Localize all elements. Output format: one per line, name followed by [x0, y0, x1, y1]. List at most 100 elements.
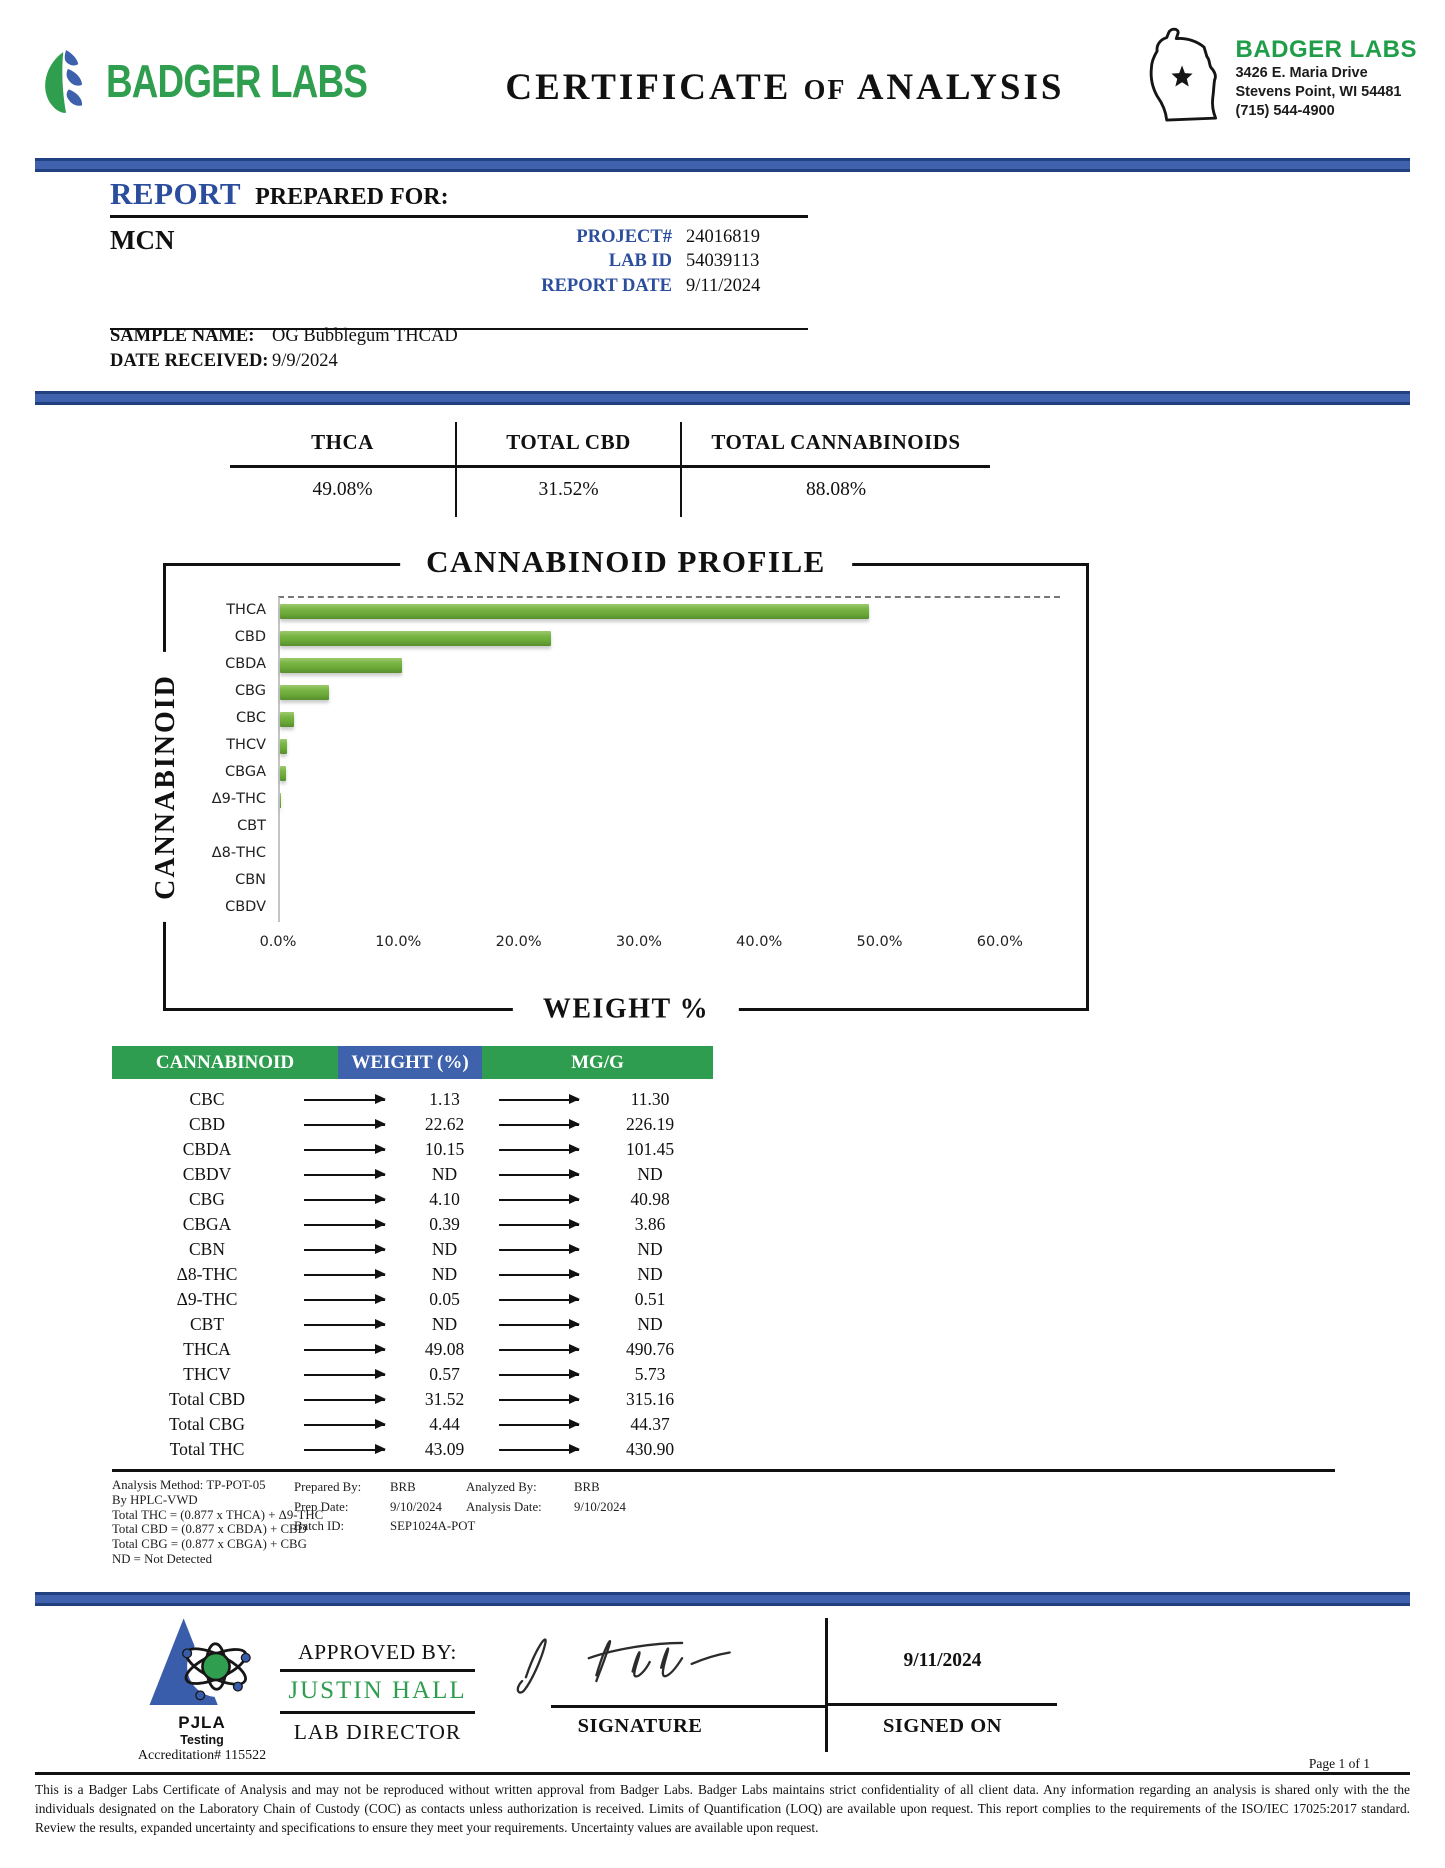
cannabinoid-name: CBC [189, 1089, 225, 1109]
weight-percent-value: 10.15 [424, 1139, 465, 1159]
header: BADGER LABS CERTIFICATE OF ANALYSIS BADG… [38, 22, 1417, 126]
arrow-icon [304, 1319, 385, 1330]
report-field-label: LAB ID [608, 251, 672, 272]
chart-bar [280, 658, 402, 673]
prepared-for-label: PREPARED FOR: [255, 184, 449, 210]
arrow-icon [304, 1369, 385, 1380]
cannabinoid-name: CBDV [182, 1164, 232, 1184]
chart-bar-row [280, 733, 1060, 760]
sample-name-row: SAMPLE NAME: OG Bubblegum THCAD [110, 324, 458, 349]
results-table-header: CANNABINOID WEIGHT (%) MG/G [112, 1046, 713, 1079]
results-row: CBT ND ND [112, 1312, 713, 1337]
weight-percent-value: 0.39 [429, 1214, 460, 1234]
handwritten-signature [516, 1638, 731, 1694]
signature-label: SIGNATURE [577, 1715, 703, 1737]
weight-percent-value: ND [431, 1264, 458, 1284]
divider-banner-2 [35, 391, 1410, 405]
summary-table: THCA TOTAL CBD TOTAL CANNABINOIDS 49.08% 31.… [230, 422, 990, 517]
chart-title: CANNABINOID PROFILE [400, 544, 852, 580]
title-word-1: CERTIFICATE [505, 67, 792, 108]
arrow-icon [498, 1119, 580, 1130]
page-title: CERTIFICATE OF ANALYSIS [432, 66, 1137, 109]
footer-rule [35, 1772, 1410, 1775]
weight-percent-value: 43.09 [424, 1439, 465, 1459]
chart-category-label: Δ8-THC [211, 844, 266, 861]
results-row: THCA 49.08 490.76 [112, 1337, 713, 1362]
weight-percent-value: 1.13 [429, 1089, 460, 1109]
footnote-label: Analysis Date: [466, 1499, 542, 1514]
arrow-icon [498, 1194, 580, 1205]
arrow-icon [304, 1269, 385, 1280]
chart-category-label: CBG [234, 682, 266, 699]
results-row: CBDV ND ND [112, 1162, 713, 1187]
title-word-2: ANALYSIS [856, 67, 1065, 108]
footnote-value: BRB [390, 1480, 416, 1494]
chart-category-label: CBDV [225, 898, 266, 915]
results-column-header: MG/G [482, 1046, 713, 1079]
results-column-header: WEIGHT (%) [338, 1046, 482, 1079]
mg-per-g-value: ND [637, 1264, 663, 1284]
arrow-icon [304, 1219, 385, 1230]
cannabinoid-name: THCA [183, 1339, 231, 1359]
report-field-value: 54039113 [686, 251, 760, 272]
results-row: Total THC 43.09 430.90 [112, 1437, 713, 1462]
report-section-heading: REPORT PREPARED FOR: [110, 176, 808, 218]
date-received-row: DATE RECEIVED: 9/9/2024 [110, 349, 458, 374]
arrow-icon [304, 1419, 385, 1430]
chart-category-label: CBN [235, 871, 266, 888]
chart-bar-row [280, 598, 1060, 625]
chart-bar [280, 739, 287, 754]
badger-labs-logo: BADGER LABS [38, 46, 432, 116]
arrow-icon [498, 1394, 580, 1405]
arrow-icon [304, 1444, 385, 1455]
weight-percent-value: 0.57 [429, 1364, 460, 1384]
footnotes-analyzed: Analyzed By: BRB Analysis Date: 9/10/2024 [466, 1478, 626, 1567]
footnote-line: Analysis Method: TP-POT-05 [112, 1478, 266, 1492]
weight-percent-value: 22.62 [424, 1114, 465, 1134]
chart-bar [280, 604, 869, 619]
arrow-icon [498, 1244, 580, 1255]
cannabinoid-name: Δ8-THC [176, 1264, 238, 1284]
cannabinoid-profile-chart: CANNABINOID PROFILE CANNABINOID WEIGHT %… [150, 544, 1089, 1026]
chart-x-axis-label: WEIGHT % [512, 993, 740, 1026]
chart-bar-row [280, 895, 1060, 922]
approval-section: PJLA Testing Accreditation# 115522 APPRO… [35, 1612, 1410, 1772]
cannabinoid-name: Δ9-THC [176, 1289, 238, 1309]
signature-grid: 9/11/2024 SIGNATURE SIGNED ON [455, 1618, 1057, 1752]
leaf-logo-icon [45, 50, 83, 113]
arrow-icon [498, 1294, 580, 1305]
divider-banner-top [35, 158, 1410, 172]
chart-bar [280, 631, 552, 646]
approved-by-block: APPROVED BY: JUSTIN HALL LAB DIRECTOR [280, 1640, 475, 1745]
footnote-line: Total THC = (0.877 x THCA) + Δ9-THC [112, 1507, 324, 1522]
mg-per-g-value: 0.51 [634, 1289, 666, 1309]
arrow-icon [304, 1094, 385, 1105]
mg-per-g-value: ND [637, 1314, 663, 1334]
mg-per-g-value: 430.90 [625, 1439, 675, 1459]
weight-percent-value: 49.08 [424, 1339, 465, 1359]
results-row: CBG 4.10 40.98 [112, 1187, 713, 1212]
arrow-icon [304, 1344, 385, 1355]
mg-per-g-value: 40.98 [630, 1189, 670, 1209]
footnote-line: Total CBD = (0.877 x CBDA) + CBD [112, 1522, 307, 1537]
mg-per-g-value: 44.37 [630, 1414, 670, 1434]
footnote-value: SEP1024A-POT [390, 1519, 476, 1533]
accreditation-number: Accreditation# 115522 [137, 1748, 267, 1763]
title-word-of: OF [803, 75, 847, 106]
arrow-icon [498, 1319, 580, 1330]
mg-per-g-value: 315.16 [625, 1389, 675, 1409]
cannabinoid-name: THCV [183, 1364, 231, 1384]
arrow-icon [304, 1119, 385, 1130]
results-table: CANNABINOID WEIGHT (%) MG/G CBC 1.13 11.30 CB… [112, 1046, 713, 1462]
footnotes-methods: Analysis Method: TP-POT-05 By HPLC-VWD Tot… [112, 1478, 324, 1567]
lab-name: BADGER LABS [1235, 36, 1417, 63]
chart-category-label: THCV [226, 736, 266, 753]
mg-per-g-value: 490.76 [625, 1339, 675, 1359]
approved-by-label: APPROVED BY: [280, 1640, 475, 1672]
footnote-label: Batch ID: [294, 1519, 345, 1533]
mg-per-g-value: 101.45 [625, 1139, 675, 1159]
chart-bar-row [280, 814, 1060, 841]
client-name: MCN [110, 225, 175, 255]
chart-bar-row [280, 760, 1060, 787]
